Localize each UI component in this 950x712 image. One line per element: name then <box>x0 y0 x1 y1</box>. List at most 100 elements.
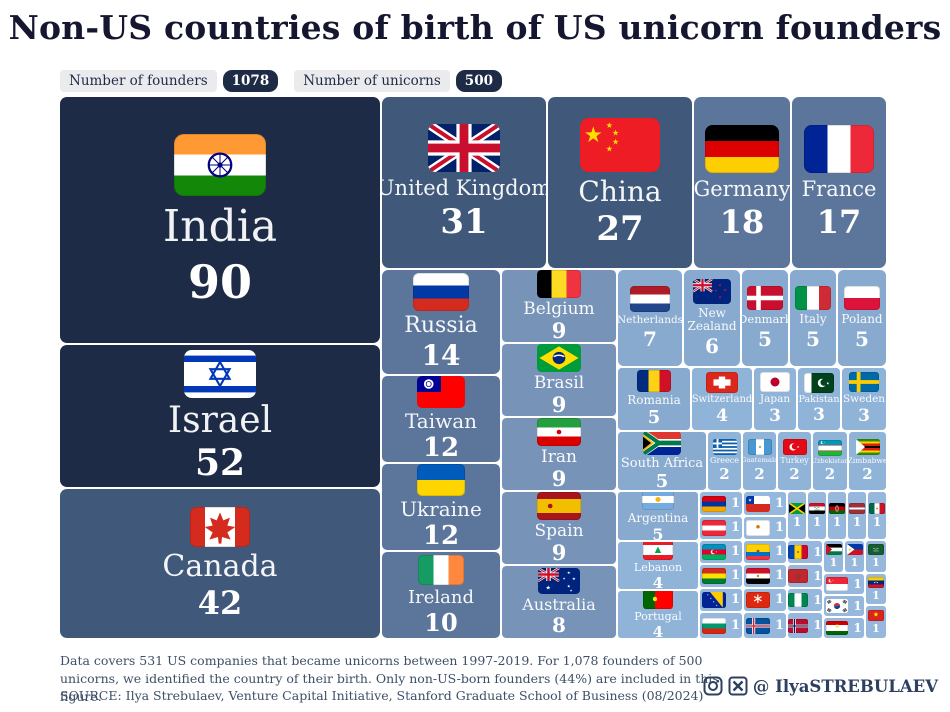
country-label: Portugal <box>634 609 682 623</box>
country-label: South Africa <box>620 455 704 471</box>
founders-label: Number of founders <box>60 70 217 92</box>
iran-flag-icon <box>537 418 581 446</box>
pakistan-flag-icon: ★ <box>804 372 834 393</box>
singapore-flag-icon: ★ <box>826 577 849 591</box>
country-value: 5 <box>758 326 772 351</box>
egypt-flag-icon <box>745 568 770 584</box>
netherlands-flag-icon <box>630 285 670 312</box>
vietnam-flag-icon: ★ <box>868 609 884 621</box>
brasil-flag-icon <box>537 344 581 372</box>
country-value: 4 <box>716 405 728 426</box>
tile-turkey: ★ Turkey 2 <box>778 432 811 490</box>
italy-flag-icon <box>795 286 831 311</box>
country-value: 1 <box>872 514 882 529</box>
tile-portugal: Portugal 4 <box>618 591 698 638</box>
country-value: 1 <box>812 514 822 529</box>
france-flag-icon <box>804 125 874 174</box>
country-label: China <box>578 174 662 208</box>
tile-poland: Poland 5 <box>838 270 886 366</box>
israel-flag-icon <box>184 349 256 398</box>
svg-text:★: ★ <box>563 576 566 580</box>
svg-text:★: ★ <box>710 597 712 600</box>
country-value: 1 <box>872 588 880 602</box>
palestine-flag-icon <box>825 544 842 556</box>
tile-latvia: 1 <box>848 492 866 539</box>
country-value: 1 <box>774 568 785 584</box>
svg-text:★: ★ <box>713 600 715 603</box>
tile-ireland: Ireland 10 <box>382 552 500 638</box>
country-value: 1 <box>813 618 822 633</box>
page-title: Non-US countries of birth of US unicorn … <box>8 8 942 47</box>
country-label: Lebanon <box>633 560 683 574</box>
tile-nigeria: 1 <box>788 589 822 611</box>
svg-text:★: ★ <box>567 570 571 575</box>
country-value: 12 <box>422 433 460 462</box>
nigeria-flag-icon <box>788 593 809 607</box>
svg-text:★: ★ <box>707 593 709 596</box>
tile-russia: Russia 14 <box>382 270 500 374</box>
country-value: 4 <box>652 573 664 589</box>
zimbabwe-flag-icon <box>855 439 880 456</box>
mexico-flag-icon <box>869 502 885 514</box>
country-value: 1 <box>853 598 862 613</box>
footer-note: Data covers 531 US companies that became… <box>60 653 719 704</box>
new-zealand-flag-icon: ★ ★ ★ ★ <box>693 279 731 305</box>
svg-text:★: ★ <box>584 122 603 147</box>
country-label: United Kingdom <box>382 176 546 201</box>
tile-united-kingdom: United Kingdom 31 <box>382 97 546 268</box>
country-value: 1 <box>730 617 741 633</box>
country-value: 9 <box>551 392 567 416</box>
china-flag-icon: ★ ★ ★ ★ ★ <box>580 117 660 172</box>
tile-lebanon: ▲ Lebanon 4 <box>618 542 698 589</box>
country-value: 1 <box>872 556 880 570</box>
germany-flag-icon <box>705 125 779 174</box>
tile-greece: Greece 2 <box>708 432 741 490</box>
country-label: Guatemala <box>743 456 776 465</box>
chile-flag-icon: ★ <box>745 495 770 512</box>
tile-mexico: 1 <box>868 492 886 539</box>
bosnia-and-herzegovina-flag-icon: ★ ★ ★ ★ <box>701 592 726 608</box>
tile-guatemala: Guatemala2 <box>743 432 776 490</box>
tile-new-zealand: ★ ★ ★ ★ New Zealand 6 <box>684 270 740 366</box>
country-label: Belgium <box>523 298 595 319</box>
tile-israel: Israel 52 <box>60 345 380 487</box>
country-value: 9 <box>551 540 567 564</box>
argentina-flag-icon <box>642 492 674 510</box>
country-value: 1 <box>832 514 842 529</box>
svg-text:★: ★ <box>570 589 573 593</box>
country-value: 52 <box>194 441 246 484</box>
austria-flag-icon <box>701 520 726 536</box>
tile-philippines: 1 <box>845 541 864 572</box>
venezuela-flag-icon <box>868 576 884 588</box>
tile-bulgaria: 1 <box>700 613 742 638</box>
tile-azerbaijan: ★ 1 <box>700 541 742 563</box>
armenia-flag-icon <box>701 495 726 512</box>
lebanon-flag-icon: ▲ <box>643 542 673 560</box>
tile-morocco: ☆ 1 <box>788 565 822 587</box>
country-value: 1 <box>774 617 785 633</box>
instagram-icon <box>703 676 723 696</box>
founders-count-badge: 1078 <box>222 70 279 92</box>
tile-vietnam: ★ 1 <box>866 606 886 638</box>
japan-flag-icon <box>760 372 790 393</box>
moldova-flag-icon <box>788 545 809 559</box>
switzerland-flag-icon <box>706 372 738 394</box>
unicorns-count-badge: 500 <box>455 70 502 92</box>
iceland-flag-icon <box>745 617 770 634</box>
country-value: 9 <box>551 318 567 342</box>
country-value: 1 <box>850 556 859 570</box>
treemap: India 90 Israel 52 Canada 42 United Kingdom 31 ★… <box>60 97 886 638</box>
tile-france: France 17 <box>792 97 886 268</box>
tile-india: India 90 <box>60 97 380 343</box>
belgium-flag-icon <box>537 270 581 298</box>
country-label: Iran <box>541 446 577 467</box>
saudi-arabia-flag-icon <box>868 544 884 556</box>
tajikistan-flag-icon: ♔ <box>826 621 849 635</box>
footer-source: SOURCE: Ilya Strebulaev, Venture Capital… <box>60 688 704 703</box>
tile-japan: Japan 3 <box>754 368 796 430</box>
country-value: 1 <box>774 495 785 511</box>
country-label: Switzerland <box>692 394 752 406</box>
country-value: 1 <box>813 592 822 607</box>
svg-text:★: ★ <box>826 380 830 385</box>
tile-australia: ★ ★ ★ ★ ★ ★ Australia 8 <box>502 566 616 638</box>
